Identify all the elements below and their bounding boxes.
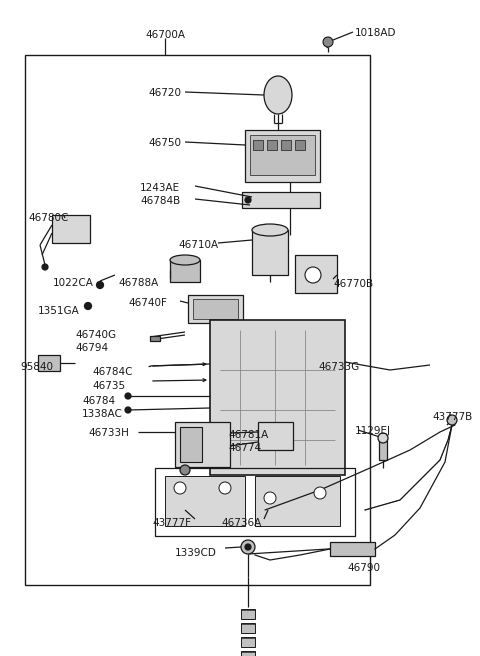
Ellipse shape	[170, 255, 200, 265]
Bar	[170, 260, 200, 282]
Bar	[38, 355, 60, 371]
Text: 46740F: 46740F	[128, 298, 167, 308]
Text: 46770B: 46770B	[333, 279, 373, 289]
Circle shape	[174, 482, 186, 494]
Text: 46780C: 46780C	[28, 213, 68, 223]
Bar	[180, 427, 202, 462]
Circle shape	[323, 37, 333, 47]
Text: 95840: 95840	[20, 362, 53, 372]
Bar	[281, 140, 291, 150]
Bar	[175, 422, 230, 467]
Text: 46784B: 46784B	[140, 196, 180, 206]
Circle shape	[84, 302, 92, 310]
Text: 46790: 46790	[347, 563, 380, 573]
Circle shape	[42, 264, 48, 270]
Text: 46794: 46794	[75, 343, 108, 353]
Bar	[25, 55, 370, 585]
Text: 46720: 46720	[148, 88, 181, 98]
Circle shape	[314, 487, 326, 499]
Bar	[242, 192, 320, 208]
Text: 46781A: 46781A	[228, 430, 268, 440]
Text: 46784C: 46784C	[92, 367, 132, 377]
Text: 46774: 46774	[228, 443, 261, 453]
Text: 1243AE: 1243AE	[140, 183, 180, 193]
Bar	[252, 230, 288, 275]
Text: 46736A: 46736A	[221, 518, 261, 528]
Bar	[258, 422, 293, 450]
Bar	[188, 295, 243, 323]
Bar	[150, 336, 160, 341]
Bar	[295, 140, 305, 150]
Text: 46788A: 46788A	[118, 278, 158, 288]
Text: 46710A: 46710A	[178, 240, 218, 250]
Bar	[379, 438, 387, 460]
Text: 46740G: 46740G	[75, 330, 116, 340]
Bar	[241, 623, 255, 633]
Ellipse shape	[252, 224, 288, 236]
Bar	[241, 637, 255, 647]
Text: 43777B: 43777B	[432, 412, 472, 422]
Circle shape	[125, 407, 131, 413]
Text: 43777F: 43777F	[152, 518, 191, 528]
Bar	[250, 135, 315, 175]
Bar	[295, 255, 337, 293]
Circle shape	[125, 393, 131, 399]
Circle shape	[245, 197, 251, 203]
Text: 46733H: 46733H	[88, 428, 129, 438]
Circle shape	[245, 544, 251, 550]
Text: 1339CD: 1339CD	[175, 548, 217, 558]
Text: 1018AD: 1018AD	[355, 28, 396, 38]
Bar	[267, 140, 277, 150]
Text: 46733G: 46733G	[318, 362, 359, 372]
Bar	[165, 476, 245, 526]
Bar	[155, 468, 355, 536]
Text: 1338AC: 1338AC	[82, 409, 123, 419]
Text: 46700A: 46700A	[145, 30, 185, 40]
Circle shape	[241, 540, 255, 554]
Circle shape	[219, 482, 231, 494]
Bar	[245, 130, 320, 182]
Circle shape	[305, 267, 321, 283]
Bar	[52, 215, 90, 243]
Ellipse shape	[264, 76, 292, 114]
Bar	[330, 542, 375, 556]
Text: 46784: 46784	[82, 396, 115, 406]
Text: 1022CA: 1022CA	[53, 278, 94, 288]
Circle shape	[96, 281, 104, 289]
Bar	[210, 320, 345, 475]
Circle shape	[180, 465, 190, 475]
Bar	[255, 476, 340, 526]
Bar	[253, 140, 263, 150]
Bar	[241, 651, 255, 656]
Circle shape	[378, 433, 388, 443]
Text: 1129EJ: 1129EJ	[355, 426, 391, 436]
Text: 1351GA: 1351GA	[38, 306, 80, 316]
Bar	[193, 299, 238, 319]
Text: 46750: 46750	[148, 138, 181, 148]
Text: 46735: 46735	[92, 381, 125, 391]
Circle shape	[264, 492, 276, 504]
Bar	[241, 609, 255, 619]
Circle shape	[447, 415, 457, 425]
